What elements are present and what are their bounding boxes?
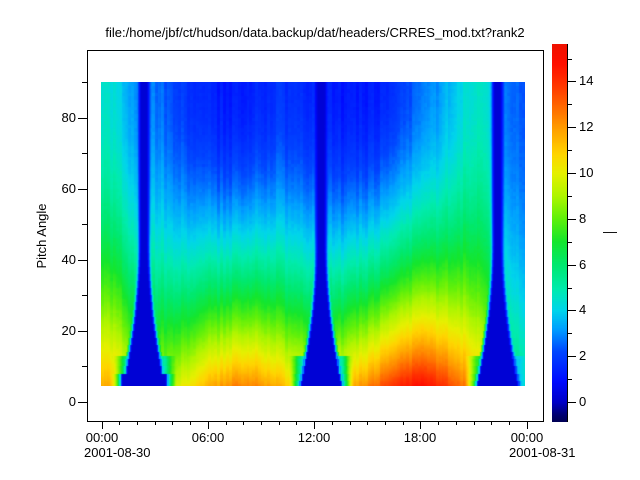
x-tick-label: 06:00 bbox=[191, 430, 225, 445]
colorbar-tick-label: 0 bbox=[579, 394, 587, 409]
x-minor-tick bbox=[172, 421, 173, 425]
colorbar-major-tick bbox=[568, 310, 576, 311]
colorbar-minor-tick bbox=[568, 333, 572, 334]
y-tick-label: 40 bbox=[61, 252, 76, 267]
y-major-tick bbox=[78, 331, 87, 332]
colorbar-minor-tick bbox=[568, 196, 572, 197]
colorbar-minor-tick bbox=[568, 288, 572, 289]
colorbar-minor-tick bbox=[568, 104, 572, 105]
colorbar-title: — bbox=[603, 223, 617, 239]
y-major-tick bbox=[78, 189, 87, 190]
y-minor-tick bbox=[82, 366, 87, 367]
y-minor-tick bbox=[82, 153, 87, 154]
x-tick-label: 00:00 bbox=[85, 430, 119, 445]
x-minor-tick bbox=[438, 421, 439, 425]
x-major-tick bbox=[102, 421, 103, 429]
colorbar-major-tick bbox=[568, 356, 576, 357]
x-minor-tick bbox=[385, 421, 386, 425]
y-major-tick bbox=[78, 402, 87, 403]
x-minor-tick bbox=[119, 421, 120, 425]
colorbar-tick-label: 14 bbox=[579, 73, 594, 88]
x-minor-tick bbox=[226, 421, 227, 425]
colorbar-major-tick bbox=[568, 127, 576, 128]
y-major-tick bbox=[78, 118, 87, 119]
y-minor-tick bbox=[82, 295, 87, 296]
x-minor-tick bbox=[403, 421, 404, 425]
x-tick-label: 00:00 bbox=[510, 430, 544, 445]
x-minor-tick bbox=[456, 421, 457, 425]
colorbar-major-tick bbox=[568, 81, 576, 82]
y-tick-label: 20 bbox=[61, 323, 76, 338]
colorbar[interactable] bbox=[552, 44, 567, 422]
x-minor-tick bbox=[261, 421, 262, 425]
x-major-tick bbox=[208, 421, 209, 429]
colorbar-major-tick bbox=[568, 173, 576, 174]
colorbar-major-tick bbox=[568, 402, 576, 403]
x-major-tick bbox=[420, 421, 421, 429]
x-minor-tick bbox=[350, 421, 351, 425]
y-tick-label: 60 bbox=[61, 181, 76, 196]
spectrogram-plot-area[interactable] bbox=[101, 82, 525, 386]
colorbar-minor-tick bbox=[568, 379, 572, 380]
x-minor-tick bbox=[243, 421, 244, 425]
x-axis-end-date: 2001-08-31 bbox=[509, 445, 576, 460]
x-minor-tick bbox=[332, 421, 333, 425]
x-major-tick bbox=[314, 421, 315, 429]
x-major-tick bbox=[527, 421, 528, 429]
x-minor-tick bbox=[367, 421, 368, 425]
y-minor-tick bbox=[82, 82, 87, 83]
y-major-tick bbox=[78, 260, 87, 261]
x-tick-label: 18:00 bbox=[403, 430, 437, 445]
colorbar-tick-label: 2 bbox=[579, 348, 587, 363]
y-minor-tick bbox=[82, 224, 87, 225]
x-minor-tick bbox=[279, 421, 280, 425]
plot-frame bbox=[87, 50, 544, 422]
x-minor-tick bbox=[509, 421, 510, 425]
colorbar-tick-label: 4 bbox=[579, 302, 587, 317]
x-minor-tick bbox=[155, 421, 156, 425]
x-axis-start-date: 2001-08-30 bbox=[84, 445, 151, 460]
colorbar-major-tick bbox=[568, 219, 576, 220]
y-tick-label: 0 bbox=[68, 394, 76, 409]
colorbar-tick-label: 6 bbox=[579, 257, 587, 272]
colorbar-minor-tick bbox=[568, 242, 572, 243]
y-tick-label: 80 bbox=[61, 110, 76, 125]
plot-title: file:/home/jbf/ct/hudson/data.backup/dat… bbox=[105, 25, 525, 40]
colorbar-tick-label: 12 bbox=[579, 119, 594, 134]
x-minor-tick bbox=[474, 421, 475, 425]
x-tick-label: 12:00 bbox=[297, 430, 331, 445]
x-minor-tick bbox=[491, 421, 492, 425]
colorbar-major-tick bbox=[568, 265, 576, 266]
colorbar-tick-label: 10 bbox=[579, 165, 594, 180]
colorbar-tick-label: 8 bbox=[579, 211, 587, 226]
x-minor-tick bbox=[296, 421, 297, 425]
colorbar-minor-tick bbox=[568, 150, 572, 151]
x-minor-tick bbox=[137, 421, 138, 425]
colorbar-spine bbox=[567, 44, 568, 422]
colorbar-minor-tick bbox=[568, 59, 572, 60]
x-minor-tick bbox=[190, 421, 191, 425]
